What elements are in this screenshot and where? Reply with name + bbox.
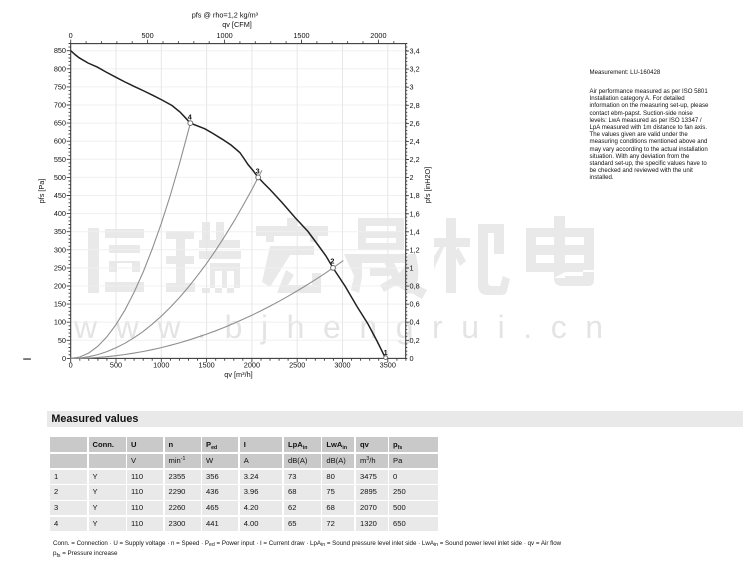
svg-text:3: 3: [410, 83, 414, 92]
svg-text:0: 0: [62, 354, 66, 363]
svg-text:1000: 1000: [216, 31, 232, 40]
svg-text:1,6: 1,6: [410, 209, 420, 218]
svg-text:www.bjhengrui.cn: www.bjhengrui.cn: [73, 309, 622, 345]
svg-text:0,6: 0,6: [410, 300, 420, 309]
svg-text:400: 400: [54, 209, 66, 218]
svg-text:200: 200: [54, 282, 66, 291]
svg-text:2000: 2000: [370, 31, 386, 40]
svg-text:3,4: 3,4: [410, 47, 420, 56]
svg-text:0,2: 0,2: [410, 336, 420, 345]
svg-text:1,8: 1,8: [410, 191, 420, 200]
svg-text:0,8: 0,8: [410, 282, 420, 291]
svg-text:850: 850: [54, 46, 66, 55]
svg-text:2,8: 2,8: [410, 101, 420, 110]
svg-text:3500: 3500: [380, 361, 396, 370]
svg-text:0: 0: [69, 361, 73, 370]
svg-text:1: 1: [410, 264, 414, 273]
svg-text:2,2: 2,2: [410, 155, 420, 164]
svg-text:150: 150: [54, 300, 66, 309]
svg-text:500: 500: [142, 31, 154, 40]
svg-text:500: 500: [54, 173, 66, 182]
svg-text:pfs @ rho=1,2 kg/m³: pfs @ rho=1,2 kg/m³: [192, 10, 259, 19]
svg-text:1,4: 1,4: [410, 227, 420, 236]
svg-text:250: 250: [54, 263, 66, 272]
svg-text:4: 4: [188, 112, 193, 121]
svg-text:1,2: 1,2: [410, 245, 420, 254]
svg-text:pfs [inH2O]: pfs [inH2O]: [423, 167, 432, 204]
svg-text:pfs [Pa]: pfs [Pa]: [37, 179, 46, 204]
svg-text:qv [CFM]: qv [CFM]: [222, 20, 252, 29]
svg-text:600: 600: [54, 137, 66, 146]
svg-text:0: 0: [69, 31, 73, 40]
svg-text:1500: 1500: [293, 31, 309, 40]
svg-text:0,4: 0,4: [410, 318, 420, 327]
svg-text:3000: 3000: [334, 361, 350, 370]
svg-text:2500: 2500: [289, 361, 305, 370]
svg-text:2,4: 2,4: [410, 137, 420, 146]
svg-text:800: 800: [54, 64, 66, 73]
svg-text:2,6: 2,6: [410, 119, 420, 128]
svg-text:0: 0: [410, 354, 414, 363]
svg-text:650: 650: [54, 119, 66, 128]
svg-text:450: 450: [54, 191, 66, 200]
svg-text:qv [m³/h]: qv [m³/h]: [224, 370, 252, 379]
svg-text:550: 550: [54, 155, 66, 164]
svg-text:2: 2: [330, 257, 334, 266]
svg-text:3,2: 3,2: [410, 65, 420, 74]
svg-text:2000: 2000: [244, 361, 260, 370]
svg-text:1500: 1500: [198, 361, 214, 370]
svg-text:50: 50: [58, 336, 66, 345]
svg-text:700: 700: [54, 101, 66, 110]
svg-text:1: 1: [384, 348, 388, 357]
svg-text:300: 300: [54, 245, 66, 254]
svg-text:100: 100: [54, 318, 66, 327]
svg-text:500: 500: [110, 361, 122, 370]
svg-text:2: 2: [410, 173, 414, 182]
svg-text:3: 3: [256, 167, 260, 176]
svg-text:350: 350: [54, 227, 66, 236]
svg-text:1000: 1000: [153, 361, 169, 370]
svg-text:750: 750: [54, 82, 66, 91]
